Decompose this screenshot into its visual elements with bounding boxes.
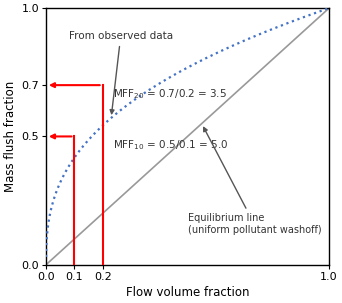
Text: From observed data: From observed data [69, 31, 173, 114]
Y-axis label: Mass flush fraction: Mass flush fraction [4, 81, 17, 192]
Text: MFF$_{10}$ = 0.5/0.1 = 5.0: MFF$_{10}$ = 0.5/0.1 = 5.0 [113, 138, 228, 152]
X-axis label: Flow volume fraction: Flow volume fraction [126, 286, 249, 299]
Text: Equilibrium line
(uniform pollutant washoff): Equilibrium line (uniform pollutant wash… [187, 128, 321, 235]
Text: MFF$_{20}$ = 0.7/0.2 = 3.5: MFF$_{20}$ = 0.7/0.2 = 3.5 [113, 87, 226, 101]
